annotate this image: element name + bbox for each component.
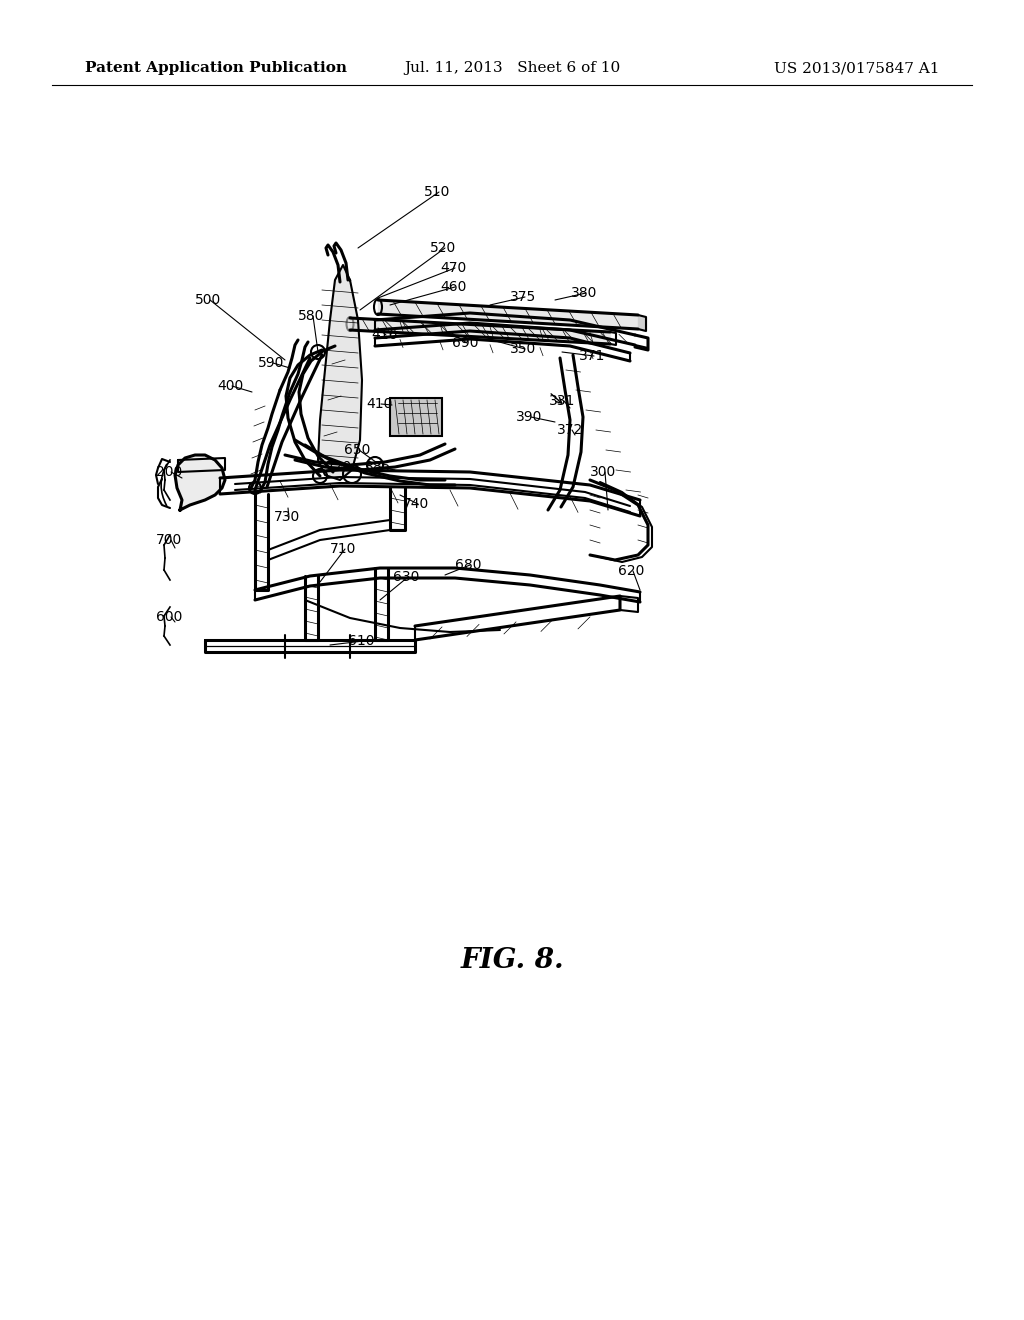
Text: 460: 460 (440, 280, 466, 294)
Text: Patent Application Publication: Patent Application Publication (85, 61, 347, 75)
Text: 470: 470 (440, 261, 466, 275)
Text: 510: 510 (424, 185, 451, 199)
Text: 710: 710 (330, 543, 356, 556)
Text: 375: 375 (510, 290, 537, 304)
Text: 331: 331 (549, 393, 575, 408)
Text: 410: 410 (366, 397, 392, 411)
Text: 630: 630 (393, 570, 420, 583)
Polygon shape (318, 265, 362, 480)
Text: 372: 372 (557, 422, 584, 437)
Text: 720: 720 (326, 459, 352, 474)
Text: Jul. 11, 2013   Sheet 6 of 10: Jul. 11, 2013 Sheet 6 of 10 (403, 61, 621, 75)
Text: 600: 600 (156, 610, 182, 624)
Text: 371: 371 (579, 348, 605, 363)
Text: 200: 200 (156, 465, 182, 479)
Text: 350: 350 (510, 342, 537, 356)
Text: 740: 740 (403, 498, 429, 511)
Circle shape (367, 457, 383, 473)
Text: 500: 500 (195, 293, 221, 308)
Text: 400: 400 (217, 379, 244, 393)
Text: 620: 620 (618, 564, 644, 578)
Text: 380: 380 (571, 286, 597, 300)
FancyBboxPatch shape (390, 399, 442, 436)
Text: 520: 520 (430, 242, 457, 255)
Text: 610: 610 (348, 634, 375, 648)
Text: 700: 700 (156, 533, 182, 546)
Polygon shape (175, 455, 225, 510)
Text: 416: 416 (371, 327, 397, 342)
Text: 580: 580 (298, 309, 325, 323)
Text: 690: 690 (452, 337, 478, 350)
Text: FIG. 8.: FIG. 8. (460, 946, 564, 974)
Text: US 2013/0175847 A1: US 2013/0175847 A1 (773, 61, 939, 75)
Text: 300: 300 (590, 465, 616, 479)
Text: 680: 680 (455, 558, 481, 572)
Text: 390: 390 (516, 411, 543, 424)
Text: 650: 650 (344, 444, 371, 457)
Text: 730: 730 (274, 510, 300, 524)
Text: 590: 590 (258, 356, 285, 370)
Text: 385: 385 (365, 459, 391, 474)
